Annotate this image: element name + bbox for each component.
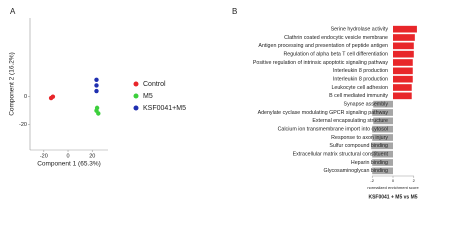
category-label: External encapsulating structure	[312, 118, 388, 124]
bar	[393, 84, 412, 91]
bar	[393, 59, 413, 66]
legend-label: Control	[143, 81, 166, 88]
category-label: Synapse assembly	[344, 102, 389, 108]
bar	[372, 125, 393, 133]
x-tick-label: -2	[370, 178, 374, 183]
category-label: Positive regulation of intrinsic apoptot…	[253, 60, 388, 66]
bar	[372, 109, 393, 116]
category-label: Sulfur compound binding	[329, 143, 388, 149]
category-label: Calcium ion transmembrane import into cy…	[278, 127, 388, 133]
x-axis-label: normalized enrichment score	[367, 185, 419, 190]
panel-label: A	[10, 7, 16, 16]
x-tick-label: 20	[89, 153, 95, 159]
bar	[393, 67, 413, 75]
legend-marker	[133, 93, 139, 99]
point	[94, 88, 99, 94]
bar	[371, 142, 393, 150]
bar	[372, 150, 393, 158]
legend-marker	[133, 81, 139, 87]
category-label: Heparin binding	[351, 160, 388, 166]
category-label: Clathrin coated endocytic vesicle membra…	[284, 35, 388, 41]
bar	[393, 25, 417, 33]
bar	[393, 34, 415, 41]
category-label: Response to axon injury	[331, 135, 388, 141]
bar	[372, 159, 393, 166]
bar	[372, 134, 393, 141]
annotation: KSF0041 + M5 vs M5	[368, 194, 417, 200]
x-tick-label: 2	[413, 178, 416, 183]
category-label: Interleukin 8 production	[333, 77, 388, 83]
category-label: Antigen processing and presentation of p…	[258, 43, 388, 49]
bar	[373, 100, 393, 108]
legend-label: KSF0041+M5	[143, 105, 186, 112]
x-axis-label: Component 1 (65.3%)	[37, 161, 101, 168]
panel-label: B	[232, 7, 237, 16]
legend-marker	[133, 105, 139, 111]
category-label: Adenylate cyclase modulating GPCR signal…	[258, 110, 389, 116]
y-axis-label: Component 2 (16.2%)	[9, 52, 16, 116]
bar	[373, 117, 393, 125]
bar	[393, 42, 414, 50]
category-label: Interleukin 8 production	[333, 68, 388, 74]
y-tick-label: 0	[24, 94, 27, 100]
category-label: Glycosaminoglycan binding	[324, 168, 389, 174]
bar	[372, 167, 393, 175]
category-label: Serine hydrolase activity	[331, 27, 389, 33]
y-tick-label: -20	[19, 122, 27, 128]
point	[96, 111, 101, 116]
category-label: Regulation of alpha beta T cell differen…	[283, 52, 388, 58]
point	[94, 77, 99, 82]
bar	[393, 92, 412, 100]
bar	[393, 50, 414, 58]
bar	[393, 75, 413, 83]
x-tick-label: 0	[66, 153, 69, 159]
category-label: Extracellular matrix structural constitu…	[293, 152, 389, 158]
x-tick-label: -20	[40, 153, 48, 159]
legend-label: M5	[143, 93, 153, 100]
category-label: B cell mediated immunity	[329, 93, 388, 99]
category-label: Leukocyte cell adhesion	[331, 85, 388, 91]
point	[50, 94, 56, 99]
x-tick-label: 0	[392, 178, 395, 183]
point	[94, 83, 99, 88]
